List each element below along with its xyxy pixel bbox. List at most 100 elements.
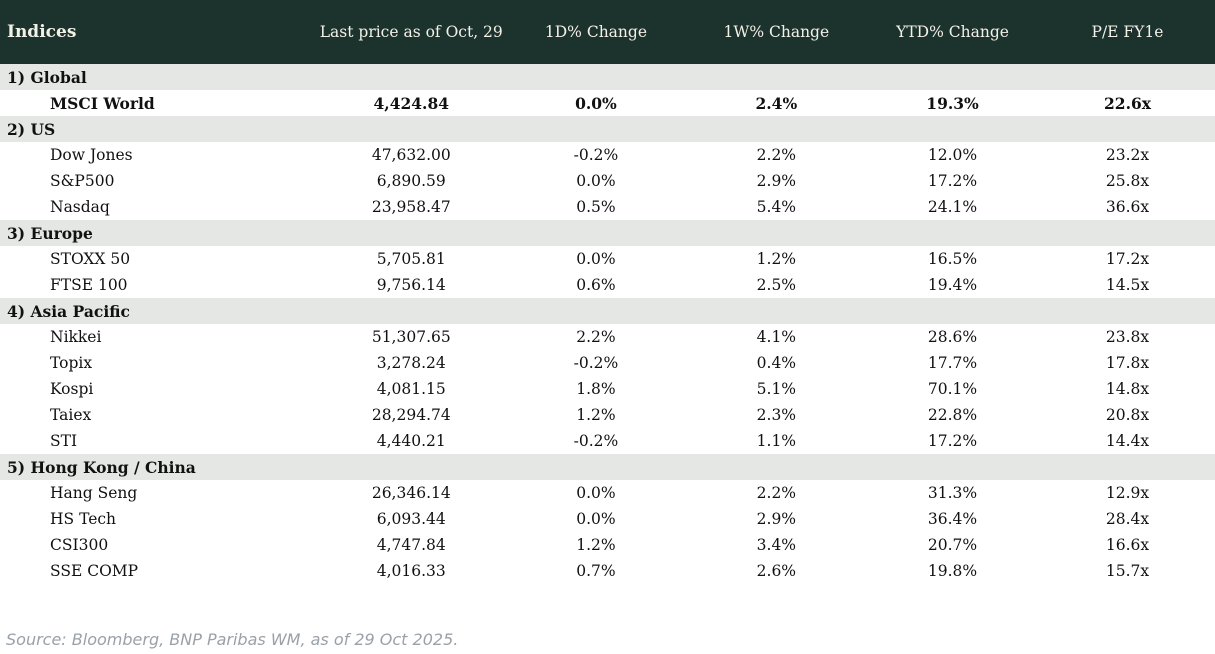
1w-change-cell: 5.1%: [687, 376, 866, 402]
index-name-cell: MSCI World: [0, 90, 319, 116]
index-name-cell: Kospi: [0, 376, 319, 402]
ytd-change-cell: 19.3%: [865, 90, 1040, 116]
section-label: 3) Europe: [0, 220, 1215, 246]
index-row: STOXX 50 5,705.81 0.0% 1.2% 16.5% 17.2x: [0, 246, 1215, 272]
indices-table: Indices Last price as of Oct, 29 1D% Cha…: [0, 0, 1215, 584]
pe-cell: 20.8x: [1040, 402, 1215, 428]
index-row: S&P500 6,890.59 0.0% 2.9% 17.2% 25.8x: [0, 168, 1215, 194]
index-name-cell: Dow Jones: [0, 142, 319, 168]
ytd-change-cell: 17.2%: [865, 168, 1040, 194]
1w-change-cell: 3.4%: [687, 532, 866, 558]
pe-cell: 16.6x: [1040, 532, 1215, 558]
pe-cell: 23.2x: [1040, 142, 1215, 168]
1d-change-cell: 1.2%: [504, 532, 688, 558]
index-name-cell: STI: [0, 428, 319, 454]
1w-change-cell: 5.4%: [687, 194, 866, 220]
table-header-row: Indices Last price as of Oct, 29 1D% Cha…: [0, 0, 1215, 64]
ytd-change-cell: 19.4%: [865, 272, 1040, 298]
last-price-cell: 23,958.47: [318, 194, 505, 220]
ytd-change-cell: 22.8%: [865, 402, 1040, 428]
1w-change-cell: 2.4%: [687, 90, 866, 116]
1d-change-cell: 2.2%: [504, 324, 688, 350]
index-row: Nikkei 51,307.65 2.2% 4.1% 28.6% 23.8x: [0, 324, 1215, 350]
col-header-1d-change: 1D% Change: [504, 0, 688, 64]
1w-change-cell: 2.9%: [687, 168, 866, 194]
index-row: Dow Jones 47,632.00 -0.2% 2.2% 12.0% 23.2x: [0, 142, 1215, 168]
last-price-cell: 4,424.84: [318, 90, 505, 116]
col-header-last-price: Last price as of Oct, 29: [318, 0, 505, 64]
ytd-change-cell: 31.3%: [865, 480, 1040, 506]
index-name-cell: S&P500: [0, 168, 319, 194]
last-price-cell: 9,756.14: [318, 272, 505, 298]
index-row: Topix 3,278.24 -0.2% 0.4% 17.7% 17.8x: [0, 350, 1215, 376]
1d-change-cell: 0.0%: [504, 480, 688, 506]
ytd-change-cell: 20.7%: [865, 532, 1040, 558]
pe-cell: 15.7x: [1040, 558, 1215, 584]
1d-change-cell: 0.0%: [504, 246, 688, 272]
col-header-indices: Indices: [0, 0, 319, 64]
ytd-change-cell: 70.1%: [865, 376, 1040, 402]
index-name-cell: STOXX 50: [0, 246, 319, 272]
last-price-cell: 51,307.65: [318, 324, 505, 350]
1w-change-cell: 2.9%: [687, 506, 866, 532]
index-row: Hang Seng 26,346.14 0.0% 2.2% 31.3% 12.9x: [0, 480, 1215, 506]
section-label: 1) Global: [0, 64, 1215, 90]
section-row: 4) Asia Pacific: [0, 298, 1215, 324]
index-row: HS Tech 6,093.44 0.0% 2.9% 36.4% 28.4x: [0, 506, 1215, 532]
pe-cell: 25.8x: [1040, 168, 1215, 194]
ytd-change-cell: 28.6%: [865, 324, 1040, 350]
pe-cell: 17.8x: [1040, 350, 1215, 376]
pe-cell: 17.2x: [1040, 246, 1215, 272]
section-label: 5) Hong Kong / China: [0, 454, 1215, 480]
last-price-cell: 6,093.44: [318, 506, 505, 532]
pe-cell: 12.9x: [1040, 480, 1215, 506]
section-row: 2) US: [0, 116, 1215, 142]
index-row: STI 4,440.21 -0.2% 1.1% 17.2% 14.4x: [0, 428, 1215, 454]
index-row: Nasdaq 23,958.47 0.5% 5.4% 24.1% 36.6x: [0, 194, 1215, 220]
last-price-cell: 4,747.84: [318, 532, 505, 558]
1w-change-cell: 2.3%: [687, 402, 866, 428]
index-name-cell: FTSE 100: [0, 272, 319, 298]
1w-change-cell: 2.2%: [687, 142, 866, 168]
ytd-change-cell: 36.4%: [865, 506, 1040, 532]
1d-change-cell: 0.0%: [504, 168, 688, 194]
index-row: Taiex 28,294.74 1.2% 2.3% 22.8% 20.8x: [0, 402, 1215, 428]
last-price-cell: 6,890.59: [318, 168, 505, 194]
last-price-cell: 4,016.33: [318, 558, 505, 584]
1w-change-cell: 1.1%: [687, 428, 866, 454]
pe-cell: 14.5x: [1040, 272, 1215, 298]
last-price-cell: 26,346.14: [318, 480, 505, 506]
section-label: 4) Asia Pacific: [0, 298, 1215, 324]
pe-cell: 28.4x: [1040, 506, 1215, 532]
1w-change-cell: 2.6%: [687, 558, 866, 584]
source-note: Source: Bloomberg, BNP Paribas WM, as of…: [6, 630, 459, 649]
ytd-change-cell: 24.1%: [865, 194, 1040, 220]
1d-change-cell: -0.2%: [504, 142, 688, 168]
last-price-cell: 28,294.74: [318, 402, 505, 428]
ytd-change-cell: 19.8%: [865, 558, 1040, 584]
index-row: CSI300 4,747.84 1.2% 3.4% 20.7% 16.6x: [0, 532, 1215, 558]
last-price-cell: 47,632.00: [318, 142, 505, 168]
last-price-cell: 4,440.21: [318, 428, 505, 454]
1d-change-cell: 0.7%: [504, 558, 688, 584]
index-name-cell: SSE COMP: [0, 558, 319, 584]
ytd-change-cell: 17.2%: [865, 428, 1040, 454]
1w-change-cell: 0.4%: [687, 350, 866, 376]
index-name-cell: Taiex: [0, 402, 319, 428]
col-header-pe-fy1e: P/E FY1e: [1040, 0, 1215, 64]
section-row: 1) Global: [0, 64, 1215, 90]
index-name-cell: Nasdaq: [0, 194, 319, 220]
last-price-cell: 4,081.15: [318, 376, 505, 402]
ytd-change-cell: 12.0%: [865, 142, 1040, 168]
1d-change-cell: -0.2%: [504, 350, 688, 376]
1d-change-cell: 0.6%: [504, 272, 688, 298]
1d-change-cell: 0.5%: [504, 194, 688, 220]
index-row: FTSE 100 9,756.14 0.6% 2.5% 19.4% 14.5x: [0, 272, 1215, 298]
1d-change-cell: 1.8%: [504, 376, 688, 402]
1d-change-cell: -0.2%: [504, 428, 688, 454]
col-header-1w-change: 1W% Change: [687, 0, 866, 64]
pe-cell: 36.6x: [1040, 194, 1215, 220]
1d-change-cell: 0.0%: [504, 90, 688, 116]
index-row: SSE COMP 4,016.33 0.7% 2.6% 19.8% 15.7x: [0, 558, 1215, 584]
index-name-cell: Nikkei: [0, 324, 319, 350]
